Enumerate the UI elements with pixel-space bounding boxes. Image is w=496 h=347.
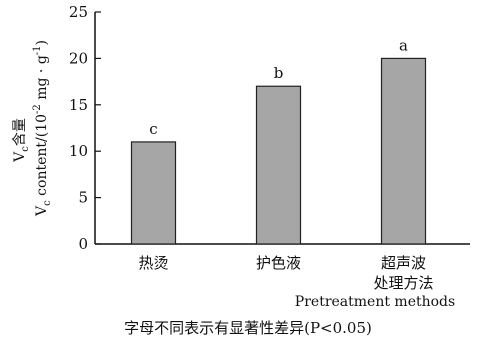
x-category-label: 超声波 bbox=[381, 254, 426, 272]
y-ticks: 0 5 10 15 20 25 bbox=[69, 3, 101, 253]
y-tick-label: 5 bbox=[78, 189, 88, 207]
x-category-label: 热烫 bbox=[138, 254, 168, 272]
y-axis-title-cn: Vc含量 bbox=[12, 118, 31, 163]
y-tick-label: 10 bbox=[69, 142, 88, 160]
significance-letter: b bbox=[274, 64, 284, 82]
bar bbox=[255, 85, 302, 245]
y-tick-label: 15 bbox=[69, 96, 88, 114]
y-tick-label: 0 bbox=[78, 235, 88, 253]
significance-letter: c bbox=[149, 120, 157, 138]
significance-letter: a bbox=[399, 36, 408, 54]
y-axis-title: Vc含量 Vc content/(10-2 mg · g-1) bbox=[12, 40, 53, 217]
y-axis-title-en: Vc content/(10-2 mg · g-1) bbox=[32, 40, 53, 217]
bar bbox=[130, 141, 177, 245]
bar bbox=[380, 57, 427, 245]
x-category-label: 护色液 bbox=[256, 254, 301, 272]
y-tick-label: 25 bbox=[69, 3, 88, 21]
figure-caption: 字母不同表示有显著性差异(P<0.05) bbox=[124, 319, 372, 337]
x-category-label: 处理方法 bbox=[373, 274, 433, 292]
x-axis-title: Pretreatment methods bbox=[295, 294, 455, 310]
y-tick-label: 20 bbox=[69, 49, 88, 67]
bars: c b a bbox=[130, 36, 427, 245]
